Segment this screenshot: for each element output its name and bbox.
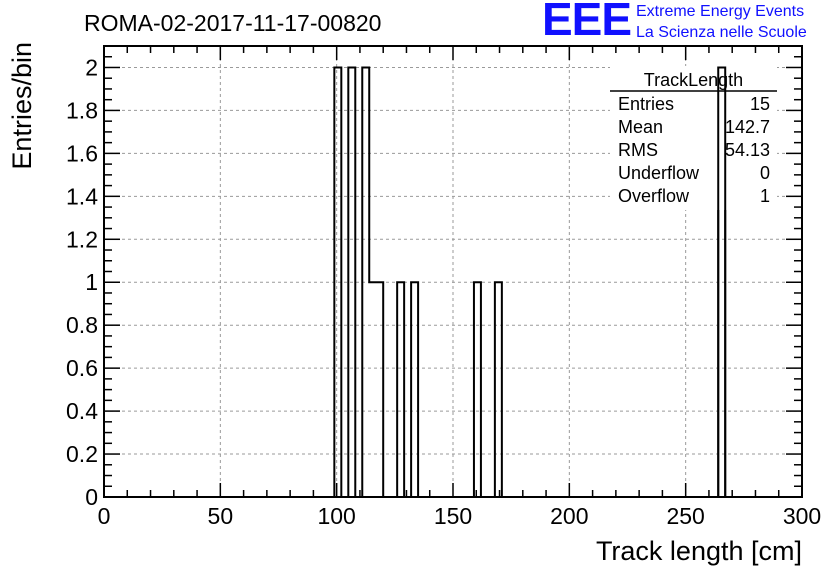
y-tick-label: 0.2 [66,441,98,467]
histogram-bins [333,66,727,497]
logo-caption-line1: Extreme Energy Events [636,3,805,20]
stats-row-value: 142.7 [725,117,770,137]
stats-row-value: 1 [760,186,770,206]
eee-logo: EEE [542,0,632,45]
y-tick-label: 0.4 [66,398,98,424]
stats-box-title: TrackLength [644,70,743,90]
y-tick-label: 0 [85,484,98,510]
stats-row-label: Underflow [618,163,700,183]
histogram-bin [369,282,376,497]
stats-row-value: 15 [750,94,770,114]
x-tick-label: 0 [98,503,111,529]
x-tick-label: 300 [783,503,821,529]
histogram-bin [397,282,404,497]
y-axis-label: Entries/bin [7,42,37,170]
histogram-bin [334,67,341,497]
histogram-bin [474,282,481,497]
stats-row-label: Entries [618,94,674,114]
y-tick-label: 2 [85,54,98,80]
x-tick-label: 50 [208,503,234,529]
stats-box: TrackLength Entries 15 Mean 142.7 RMS 54.13 Und… [610,66,777,497]
y-tick-label: 1.2 [66,226,98,252]
grid-lines [104,46,802,497]
y-tick-label: 1.6 [66,140,98,166]
stats-row-value: 54.13 [725,140,770,160]
stats-row-label: RMS [618,140,658,160]
logo-caption-line2: La Scienza nelle Scuole [636,24,807,41]
tick-labels: 0 50 100 150 200 250 30000.20.40.60.811.21.41.… [66,54,821,529]
histogram-bin [362,67,369,497]
stats-row-value: 0 [760,163,770,183]
stats-row-label: Overflow [618,186,690,206]
x-tick-label: 150 [434,503,472,529]
y-tick-label: 1.4 [66,183,98,209]
histogram-bin [376,282,383,497]
stats-row-label: Mean [618,117,663,137]
y-tick-label: 0.6 [66,355,98,381]
y-tick-label: 1 [85,269,98,295]
histogram-bin-overlay [717,66,727,497]
histogram-bin [495,282,502,497]
x-tick-label: 250 [666,503,704,529]
histogram-bin [348,67,355,497]
histogram-outline [333,66,727,497]
axis-ticks [103,45,803,498]
y-tick-label: 0.8 [66,312,98,338]
x-tick-label: 100 [317,503,355,529]
x-tick-label: 200 [550,503,588,529]
run-title: ROMA-02-2017-11-17-00820 [84,10,382,36]
stats-box-background [610,66,777,210]
x-axis-label: Track length [cm] [596,536,802,566]
histogram-bin [411,282,418,497]
y-tick-label: 1.8 [66,97,98,123]
